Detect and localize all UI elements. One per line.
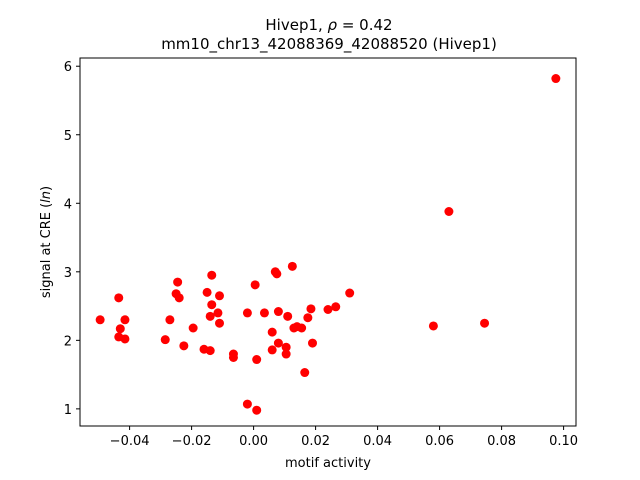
data-point xyxy=(188,323,198,333)
data-point xyxy=(287,261,297,271)
y-tick-label: 5 xyxy=(64,129,72,144)
data-point xyxy=(205,311,215,321)
y-axis-label: signal at CRE (ln) xyxy=(39,186,54,298)
x-tick-label: 0.02 xyxy=(301,434,330,449)
chart-title-line2: mm10_chr13_42088369_42088520 (Hivep1) xyxy=(161,35,497,54)
data-point xyxy=(252,405,262,415)
data-point xyxy=(202,287,212,297)
data-point xyxy=(306,304,316,314)
data-point xyxy=(242,399,252,409)
data-point xyxy=(272,269,282,279)
data-point xyxy=(444,207,454,216)
data-point xyxy=(205,346,215,356)
data-point xyxy=(303,313,313,323)
data-point xyxy=(308,338,317,348)
data-point xyxy=(207,270,217,280)
x-tick-label: 0.10 xyxy=(549,434,578,449)
data-point xyxy=(281,349,291,359)
y-tick-label: 3 xyxy=(64,266,72,281)
data-point xyxy=(160,335,170,345)
data-point xyxy=(213,308,223,318)
data-point xyxy=(259,308,269,318)
x-tick-label: −0.02 xyxy=(172,434,212,449)
data-point xyxy=(120,334,130,344)
data-point xyxy=(114,293,124,303)
data-point xyxy=(480,318,490,328)
y-tick-label: 1 xyxy=(64,403,72,418)
y-axis-ticks: 1 2 3 4 5 6 xyxy=(64,60,80,418)
data-point xyxy=(297,323,307,333)
plot-area-frame xyxy=(79,57,577,427)
data-point xyxy=(267,327,277,337)
data-point xyxy=(120,315,130,325)
x-axis-label: motif activity xyxy=(285,456,371,471)
data-point xyxy=(273,307,283,317)
data-point xyxy=(300,368,310,378)
x-tick-label: 0.00 xyxy=(239,434,268,449)
data-point xyxy=(242,308,252,318)
x-tick-label: 0.04 xyxy=(363,434,392,449)
data-point xyxy=(228,352,238,362)
data-point xyxy=(215,318,224,328)
y-tick-label: 6 xyxy=(64,60,72,75)
data-point xyxy=(267,345,277,355)
data-point xyxy=(331,302,341,312)
x-tick-label: −0.04 xyxy=(110,434,150,449)
data-point xyxy=(207,300,217,310)
y-tick-label: 4 xyxy=(64,197,72,212)
x-axis-ticks: −0.04 −0.02 0.00 0.02 0.04 0.06 0.08 0.10 xyxy=(110,426,578,449)
data-point xyxy=(283,311,293,321)
y-tick-label: 2 xyxy=(64,334,72,349)
data-point xyxy=(250,280,260,290)
data-point xyxy=(345,288,355,298)
data-point xyxy=(165,315,175,325)
data-point xyxy=(179,341,189,351)
chart-title-line1: Hivep1, ρ = 0.42 xyxy=(265,16,392,34)
x-tick-label: 0.08 xyxy=(487,434,516,449)
data-point xyxy=(215,291,224,301)
data-point xyxy=(428,321,438,331)
data-points xyxy=(95,74,561,415)
data-point xyxy=(281,342,291,352)
data-point xyxy=(173,277,183,287)
data-point xyxy=(174,293,184,303)
data-point xyxy=(273,338,283,348)
data-point xyxy=(551,74,561,84)
data-point xyxy=(252,355,262,365)
x-tick-label: 0.06 xyxy=(425,434,454,449)
data-point xyxy=(115,324,125,334)
data-point xyxy=(95,315,105,325)
data-point xyxy=(323,305,333,314)
